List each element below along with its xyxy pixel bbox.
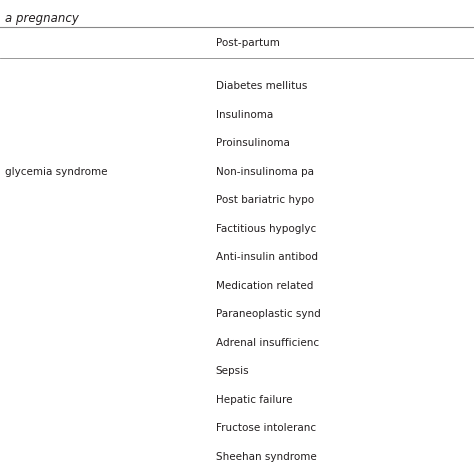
Text: Adrenal insufficienc: Adrenal insufficienc [216,338,319,348]
Text: Post bariatric hypo: Post bariatric hypo [216,195,314,205]
Text: Sheehan syndrome: Sheehan syndrome [216,452,317,462]
Text: Paraneoplastic synd: Paraneoplastic synd [216,309,320,319]
Text: Anti-insulin antibod: Anti-insulin antibod [216,252,318,262]
Text: Medication related: Medication related [216,281,313,291]
Text: Proinsulinoma: Proinsulinoma [216,138,290,148]
Text: glycemia syndrome: glycemia syndrome [5,167,107,177]
Text: Factitious hypoglyc: Factitious hypoglyc [216,224,316,234]
Text: Non-insulinoma pa: Non-insulinoma pa [216,167,314,177]
Text: Post-partum: Post-partum [216,38,280,48]
Text: Sepsis: Sepsis [216,366,249,376]
Text: Insulinoma: Insulinoma [216,110,273,120]
Text: Diabetes mellitus: Diabetes mellitus [216,81,307,91]
Text: a pregnancy: a pregnancy [5,12,79,25]
Text: Hepatic failure: Hepatic failure [216,395,292,405]
Text: Fructose intoleranc: Fructose intoleranc [216,423,316,433]
